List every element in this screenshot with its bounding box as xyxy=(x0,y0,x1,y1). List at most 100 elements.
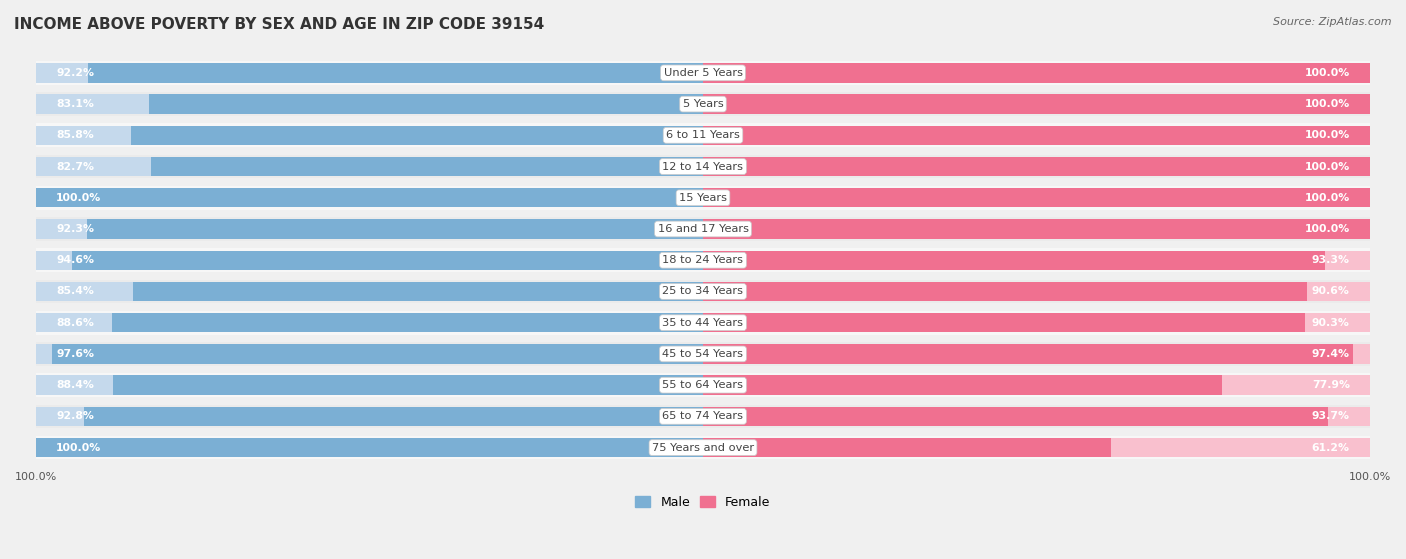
Bar xyxy=(149,94,703,114)
Bar xyxy=(112,313,703,333)
Bar xyxy=(37,250,703,270)
Text: 100.0%: 100.0% xyxy=(1305,68,1350,78)
Bar xyxy=(131,126,703,145)
Text: 15 Years: 15 Years xyxy=(679,193,727,203)
Text: 5 Years: 5 Years xyxy=(683,99,723,109)
Text: 18 to 24 Years: 18 to 24 Years xyxy=(662,255,744,265)
Bar xyxy=(152,157,703,176)
Bar xyxy=(37,219,703,239)
Bar xyxy=(703,282,1369,301)
Text: 100.0%: 100.0% xyxy=(1305,130,1350,140)
Text: 85.4%: 85.4% xyxy=(56,286,94,296)
Text: 93.7%: 93.7% xyxy=(1312,411,1350,421)
Bar xyxy=(703,157,1369,176)
Bar xyxy=(703,438,1369,457)
Bar xyxy=(703,219,1369,239)
Text: 100.0%: 100.0% xyxy=(1305,99,1350,109)
Text: INCOME ABOVE POVERTY BY SEX AND AGE IN ZIP CODE 39154: INCOME ABOVE POVERTY BY SEX AND AGE IN Z… xyxy=(14,17,544,32)
Bar xyxy=(703,188,1369,207)
Bar xyxy=(703,157,1369,176)
Bar xyxy=(37,157,703,176)
Bar xyxy=(37,92,1369,116)
Text: 82.7%: 82.7% xyxy=(56,162,94,172)
Bar xyxy=(89,63,703,83)
Bar xyxy=(703,282,1308,301)
Bar xyxy=(37,186,1369,210)
Bar xyxy=(37,438,703,457)
Text: 77.9%: 77.9% xyxy=(1312,380,1350,390)
Text: 83.1%: 83.1% xyxy=(56,99,94,109)
Bar xyxy=(134,282,703,301)
Text: 100.0%: 100.0% xyxy=(1305,193,1350,203)
Bar xyxy=(37,344,703,363)
Text: 88.4%: 88.4% xyxy=(56,380,94,390)
Text: 90.6%: 90.6% xyxy=(1312,286,1350,296)
Text: 92.2%: 92.2% xyxy=(56,68,94,78)
Bar xyxy=(703,376,1222,395)
Text: 85.8%: 85.8% xyxy=(56,130,94,140)
Bar xyxy=(37,248,1369,272)
Text: 61.2%: 61.2% xyxy=(1312,443,1350,453)
Bar xyxy=(703,438,1111,457)
Bar xyxy=(37,342,1369,366)
Bar xyxy=(703,63,1369,83)
Text: 97.6%: 97.6% xyxy=(56,349,94,359)
Text: 94.6%: 94.6% xyxy=(56,255,94,265)
Text: 25 to 34 Years: 25 to 34 Years xyxy=(662,286,744,296)
Bar xyxy=(703,94,1369,114)
Text: 6 to 11 Years: 6 to 11 Years xyxy=(666,130,740,140)
Bar xyxy=(703,313,1305,333)
Bar xyxy=(37,63,703,83)
Bar xyxy=(37,188,703,207)
Text: 97.4%: 97.4% xyxy=(1312,349,1350,359)
Bar xyxy=(72,250,703,270)
Text: 12 to 14 Years: 12 to 14 Years xyxy=(662,162,744,172)
Text: 100.0%: 100.0% xyxy=(1305,162,1350,172)
Bar xyxy=(37,376,703,395)
Bar xyxy=(703,407,1369,426)
Bar xyxy=(37,188,703,207)
Bar xyxy=(703,376,1369,395)
Text: 16 and 17 Years: 16 and 17 Years xyxy=(658,224,748,234)
Bar xyxy=(37,124,1369,147)
Bar xyxy=(37,155,1369,178)
Bar xyxy=(37,280,1369,304)
Bar xyxy=(84,407,703,426)
Text: 65 to 74 Years: 65 to 74 Years xyxy=(662,411,744,421)
Bar xyxy=(37,61,1369,85)
Bar xyxy=(703,250,1326,270)
Text: 88.6%: 88.6% xyxy=(56,318,94,328)
Bar xyxy=(703,313,1369,333)
Bar xyxy=(37,94,703,114)
Bar xyxy=(114,376,703,395)
Bar xyxy=(703,188,1369,207)
Bar xyxy=(703,344,1353,363)
Text: 100.0%: 100.0% xyxy=(1305,224,1350,234)
Text: 92.3%: 92.3% xyxy=(56,224,94,234)
Bar xyxy=(703,219,1369,239)
Bar xyxy=(703,63,1369,83)
Bar xyxy=(37,311,1369,334)
Bar xyxy=(703,344,1369,363)
Text: 92.8%: 92.8% xyxy=(56,411,94,421)
Bar xyxy=(37,217,1369,241)
Bar xyxy=(52,344,703,363)
Text: 90.3%: 90.3% xyxy=(1312,318,1350,328)
Text: 100.0%: 100.0% xyxy=(56,193,101,203)
Bar xyxy=(37,282,703,301)
Text: 45 to 54 Years: 45 to 54 Years xyxy=(662,349,744,359)
Text: 55 to 64 Years: 55 to 64 Years xyxy=(662,380,744,390)
Text: 100.0%: 100.0% xyxy=(56,443,101,453)
Text: Source: ZipAtlas.com: Source: ZipAtlas.com xyxy=(1274,17,1392,27)
Legend: Male, Female: Male, Female xyxy=(630,491,776,514)
Bar xyxy=(37,435,1369,459)
Bar xyxy=(87,219,703,239)
Bar xyxy=(37,407,703,426)
Text: Under 5 Years: Under 5 Years xyxy=(664,68,742,78)
Text: 75 Years and over: 75 Years and over xyxy=(652,443,754,453)
Bar xyxy=(703,250,1369,270)
Bar xyxy=(37,438,703,457)
Text: 93.3%: 93.3% xyxy=(1312,255,1350,265)
Bar xyxy=(703,407,1327,426)
Bar xyxy=(37,313,703,333)
